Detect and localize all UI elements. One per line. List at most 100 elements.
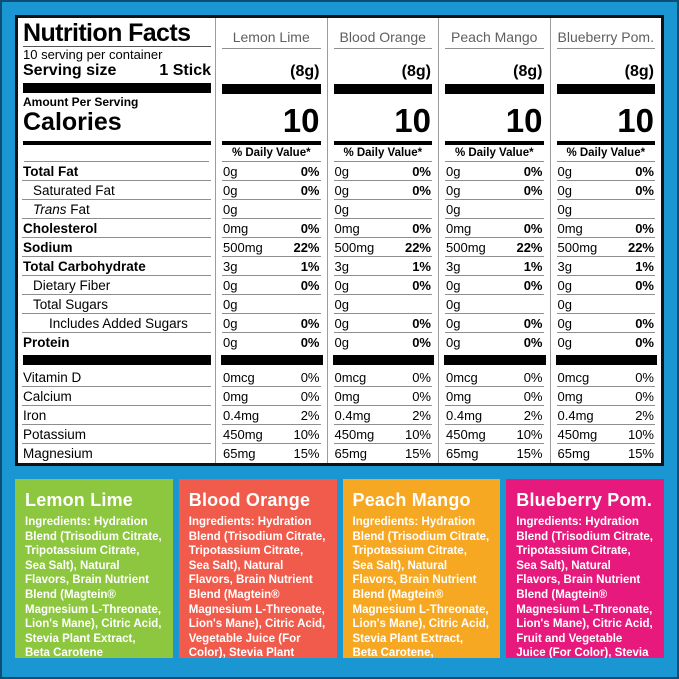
amount-value: 0mg (223, 389, 249, 404)
nutrient-label-cell: Total Fat (18, 162, 215, 181)
nutrient-value-cell: 0g 0% (549, 276, 662, 295)
daily-value-percent: 1% (300, 259, 320, 274)
flavor-column-header: Peach Mango (8g) 10 % Daily Value* (438, 18, 550, 162)
nutrient-label: Saturated Fat (33, 183, 115, 198)
amount-value: 500mg (557, 240, 598, 255)
daily-value-percent: 0% (412, 278, 431, 293)
daily-value-percent: 15% (516, 446, 543, 461)
daily-value-percent: 0% (412, 221, 431, 236)
calories-value: 10 (394, 101, 431, 139)
amount-value: 0g (334, 202, 349, 217)
nutrient-label: Calcium (23, 389, 72, 404)
nutrient-value-cell: 3g 1% (549, 257, 662, 276)
nutrient-label-cell: Total Carbohydrate (18, 257, 215, 276)
nutrient-label: Total Fat (23, 164, 79, 179)
nutrient-value-cell: 0mg 0% (438, 219, 550, 238)
nutrient-label: Cholesterol (23, 221, 98, 236)
daily-value-percent: 0% (412, 389, 431, 404)
amount-value: 0g (557, 297, 572, 312)
amount-value: 0mcg (557, 370, 590, 385)
amount-value: 0.4mg (334, 408, 371, 423)
daily-value-percent: 0% (635, 278, 654, 293)
nutrient-label-cell: Vitamin D (18, 368, 215, 387)
serving-weight: (8g) (290, 63, 320, 81)
nutrient-label-cell: Includes Added Sugars (18, 314, 215, 333)
flavor-column-header: Blueberry Pom. (8g) 10 % Daily Value* (549, 18, 662, 162)
amount-value: 500mg (223, 240, 263, 255)
medium-bar (328, 136, 439, 145)
nutrient-value-cell: 0mg 0% (326, 219, 439, 238)
nutrient-label-cell: Iron (18, 406, 215, 425)
amount-value: 0.4mg (446, 408, 483, 423)
amount-value: 3g (223, 259, 238, 274)
nutrient-value-cell: 0.4mg 2% (549, 406, 662, 425)
ingredients-text: Hydration Blend (Trisodium Citrate, Trip… (352, 516, 490, 658)
daily-value-header: % Daily Value* (343, 146, 423, 159)
daily-value-percent: 2% (635, 408, 654, 423)
daily-value-percent: 0% (635, 370, 654, 385)
nutrient-value-cell: 0g (326, 200, 439, 219)
nutrient-label-cell: Total Sugars (18, 295, 215, 314)
nutrient-value-cell: 0g 0% (326, 181, 439, 200)
nutrient-value-cell: 0.4mg 2% (438, 406, 550, 425)
nutrient-value-cell: 0g 0% (549, 181, 662, 200)
daily-value-percent: 22% (404, 240, 431, 255)
amount-value: 0g (223, 278, 238, 293)
nutrient-label: Iron (23, 408, 47, 423)
serving-weight: (8g) (513, 63, 543, 81)
daily-value-percent: 0% (412, 370, 431, 385)
amount-value: 3g (334, 259, 349, 274)
nutrient-value-cell: 0g 0% (326, 276, 439, 295)
nutrient-label: Vitamin D (23, 370, 82, 385)
amount-value: 0g (446, 316, 461, 331)
amount-value: 0.4mg (223, 408, 260, 423)
thick-bar (215, 352, 327, 368)
daily-value-percent: 0% (412, 316, 431, 331)
flavor-name: Peach Mango (451, 29, 538, 46)
nutrient-value-cell: 3g 1% (438, 257, 550, 276)
calories-value: 10 (505, 101, 543, 139)
ingredients-text: Hydration Blend (Trisodium Citrate, Trip… (25, 516, 162, 658)
nutrient-label: Magnesium (23, 446, 93, 461)
nutrient-value-cell: 0mg 0% (549, 219, 662, 238)
daily-value-percent: 0% (523, 389, 543, 404)
amount-value: 0mg (446, 221, 472, 236)
daily-value-percent: 0% (635, 389, 654, 404)
thick-bar (216, 81, 327, 97)
medium-bar (216, 136, 327, 145)
nutrient-value-cell: 0g 0% (549, 162, 662, 181)
flavor-column-header: Lemon Lime (8g) 10 % Daily Value* (215, 18, 327, 162)
amount-value: 0g (334, 335, 349, 350)
daily-value-percent: 0% (523, 221, 543, 236)
nutrient-label-cell: Dietary Fiber (18, 276, 215, 295)
nutrient-value-cell: 450mg 10% (326, 425, 439, 444)
nutrient-label: Includes Added Sugars (49, 316, 188, 331)
daily-value-percent: 2% (412, 408, 431, 423)
flavor-name: Blueberry Pom. (557, 29, 654, 46)
daily-value-percent: 2% (523, 408, 543, 423)
daily-value-percent: 15% (627, 446, 654, 461)
amount-value: 0g (334, 316, 349, 331)
daily-value-percent: 10% (404, 427, 431, 442)
nutrient-value-cell: 500mg 22% (549, 238, 662, 257)
amount-value: 65mg (446, 446, 479, 461)
amount-value: 0mg (334, 389, 360, 404)
flavor-name: Lemon Lime (232, 29, 310, 46)
nutrient-label: Trans Fat (33, 202, 90, 217)
amount-value: 0mg (557, 389, 583, 404)
daily-value-header: % Daily Value* (566, 146, 646, 159)
panel-title: Blueberry Pom. (516, 490, 653, 510)
ingredient-panel-lemon-lime: Lemon Lime Ingredients: Hydration Blend … (15, 479, 173, 658)
nutrient-value-cell: 0g (549, 200, 662, 219)
daily-value-percent: 0% (300, 278, 320, 293)
daily-value-percent: 0% (412, 164, 431, 179)
ingredients-label: Ingredients: (188, 516, 255, 528)
amount-value: 65mg (334, 446, 368, 461)
ingredients-label: Ingredients: (25, 516, 91, 528)
nutrient-value-cell: 0g 0% (438, 181, 550, 200)
nutrient-label-cell: Protein (18, 333, 215, 352)
amount-value: 0mcg (223, 370, 255, 385)
calories-value: 10 (282, 101, 320, 139)
nutrition-facts-title: Nutrition Facts (23, 19, 191, 47)
